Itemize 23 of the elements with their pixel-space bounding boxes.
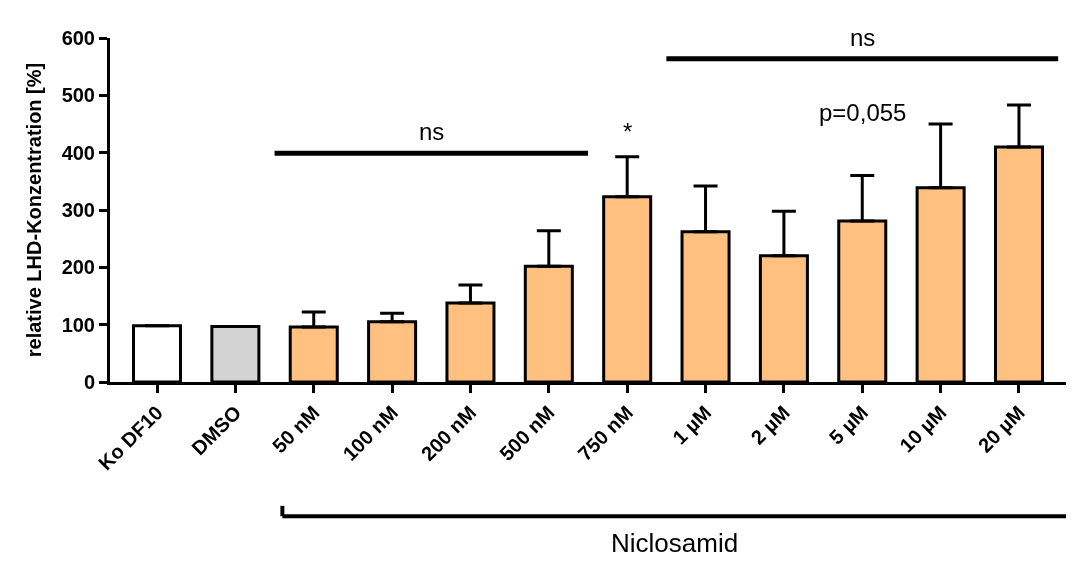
y-tick-label: 200 (61, 256, 95, 279)
x-tick-label: 20 µM (973, 401, 1029, 457)
y-axis-title: relative LHD-Konzentration [%] (23, 62, 46, 358)
x-tick-label: 50 nM (268, 401, 324, 457)
annotation: ns (419, 118, 445, 145)
y-tick-label: 600 (61, 27, 95, 49)
y-tick-label: 100 (61, 313, 95, 336)
x-tick-label: 5 µM (824, 401, 873, 449)
y-tick-label: 500 (61, 84, 95, 107)
x-tick-label: 1 µM (668, 401, 716, 449)
annotation: p=0,055 (819, 99, 907, 126)
annotation: ns (850, 24, 876, 51)
y-tick-label: 400 (61, 141, 95, 164)
annotation: * (623, 118, 633, 145)
x-tick-label: 500 nM (495, 401, 559, 465)
y-tick-label: 300 (61, 199, 95, 221)
y-tick-label: 0 (83, 371, 95, 393)
x-tick-label: 100 nM (338, 401, 402, 465)
text: Niclosamid (611, 528, 739, 558)
x-tick-label: 750 nM (573, 401, 638, 465)
x-tick-label: 200 nM (416, 401, 481, 465)
x-tick-label: 2 µM (746, 401, 794, 449)
x-tick-label: 10 µM (895, 401, 951, 457)
